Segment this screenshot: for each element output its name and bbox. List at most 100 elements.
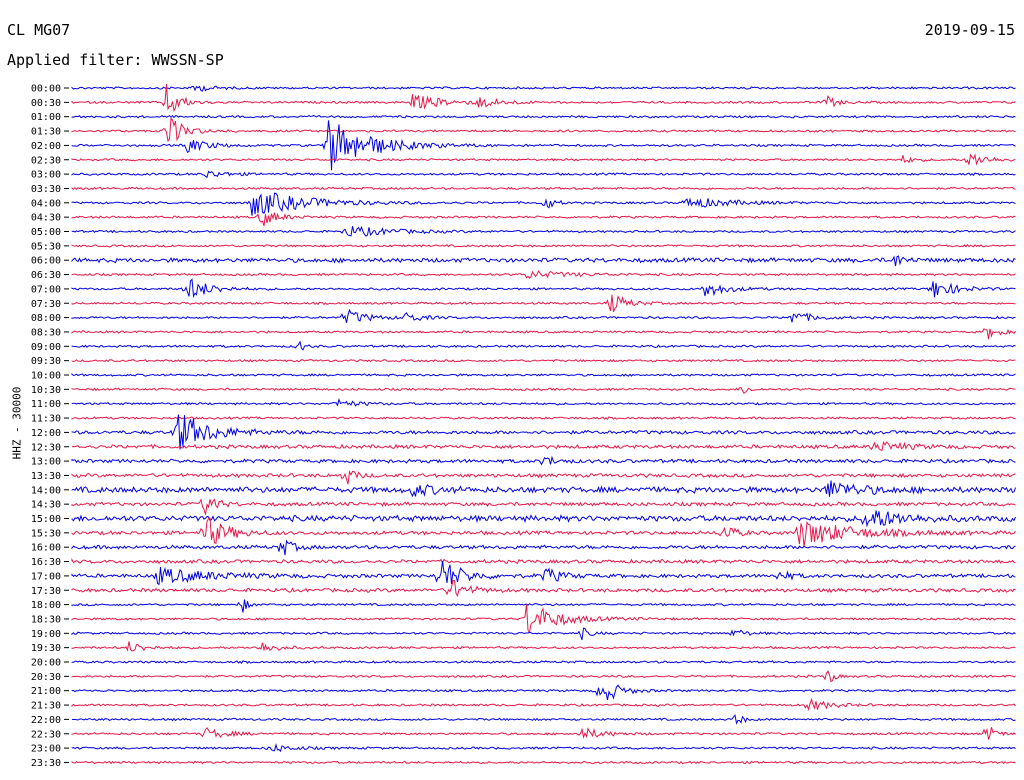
time-tick-label: 08:00 (31, 313, 61, 324)
time-tick-label: 13:00 (31, 457, 61, 468)
time-tick-label: 20:00 (31, 658, 61, 669)
time-tick-label: 09:00 (31, 342, 61, 353)
time-tick-group: 00:00 00:30 01:00 01:30 02:00 02:30 03:00 03:30… (31, 84, 69, 769)
time-tick-label: 16:30 (31, 557, 61, 568)
time-tick-label: 04:30 (31, 213, 61, 224)
time-tick-label: 00:00 (31, 84, 61, 95)
seismic-trace-0400 (71, 192, 1016, 216)
time-tick-label: 10:30 (31, 385, 61, 396)
time-tick-label: 19:00 (31, 629, 61, 640)
seismic-trace-1830 (71, 604, 1016, 634)
seismic-trace-0000 (71, 84, 1016, 92)
time-tick-label: 04:00 (31, 198, 61, 209)
seismic-trace-1730 (71, 579, 1016, 598)
seismic-trace-1400 (71, 480, 1016, 498)
time-tick-label: 14:00 (31, 485, 61, 496)
seismic-trace-0100 (71, 114, 1016, 119)
time-tick-label: 20:30 (31, 672, 61, 683)
time-tick-label: 17:00 (31, 571, 61, 582)
filter-label: Applied filter: WWSSN-SP (7, 51, 224, 69)
time-tick-label: 13:30 (31, 471, 61, 482)
seismic-trace-2300 (71, 743, 1016, 753)
seismic-trace-1200 (71, 414, 1016, 450)
seismic-trace-0700 (71, 278, 1016, 299)
time-tick-label: 12:30 (31, 442, 61, 453)
seismic-trace-0300 (71, 170, 1016, 179)
time-tick-label: 01:30 (31, 127, 61, 138)
seismic-trace-0530 (71, 243, 1016, 248)
time-tick-label: 15:30 (31, 528, 61, 539)
seismic-trace-0830 (71, 328, 1016, 340)
seismic-trace-1900 (71, 627, 1016, 641)
date-label: 2019-09-15 (924, 21, 1015, 39)
time-tick-label: 21:00 (31, 686, 61, 697)
seismic-trace-1130 (71, 416, 1016, 420)
time-tick-label: 23:00 (31, 744, 61, 755)
time-tick-label: 03:00 (31, 170, 61, 181)
time-tick-label: 05:00 (31, 227, 61, 238)
seismic-trace-0900 (71, 340, 1016, 351)
seismic-trace-2130 (71, 697, 1016, 711)
seismic-trace-0930 (71, 358, 1016, 363)
time-tick-label: 21:30 (31, 701, 61, 712)
time-tick-label: 17:30 (31, 586, 61, 597)
seismic-trace-0430 (71, 212, 1016, 227)
time-tick-label: 19:30 (31, 643, 61, 654)
seismic-trace-1330 (71, 470, 1016, 485)
seismic-trace-1500 (71, 510, 1016, 528)
seismic-trace-0200 (71, 120, 1016, 171)
seismic-trace-1630 (71, 557, 1016, 565)
time-tick-label: 00:30 (31, 98, 61, 109)
time-tick-label: 07:30 (31, 299, 61, 310)
time-tick-label: 18:00 (31, 600, 61, 611)
seismic-trace-0600 (71, 255, 1016, 267)
seismic-trace-1700 (71, 561, 1016, 586)
seismic-trace-0800 (71, 308, 1016, 323)
seismic-trace-2030 (71, 670, 1016, 683)
time-tick-label: 05:30 (31, 241, 61, 252)
seismic-trace-1030 (71, 387, 1016, 395)
seismic-trace-2000 (71, 660, 1016, 665)
time-tick-label: 01:00 (31, 112, 61, 123)
time-tick-label: 11:00 (31, 399, 61, 410)
time-tick-label: 15:00 (31, 514, 61, 525)
seismic-trace-0030 (71, 84, 1016, 113)
seismic-trace-0130 (71, 117, 1016, 143)
time-tick-label: 22:00 (31, 715, 61, 726)
time-tick-label: 10:00 (31, 371, 61, 382)
seismic-trace-1000 (71, 372, 1016, 377)
seismic-trace-0630 (71, 270, 1016, 280)
seismic-trace-1230 (71, 440, 1016, 452)
time-tick-label: 14:30 (31, 500, 61, 511)
seismic-trace-1530 (71, 517, 1016, 547)
time-tick-label: 09:30 (31, 356, 61, 367)
time-tick-label: 03:30 (31, 184, 61, 195)
time-tick-label: 12:00 (31, 428, 61, 439)
trace-group (71, 84, 1016, 765)
seismic-trace-1100 (71, 397, 1016, 407)
seismic-trace-0230 (71, 153, 1016, 166)
time-tick-label: 06:30 (31, 270, 61, 281)
time-tick-label: 16:00 (31, 543, 61, 554)
time-tick-label: 06:00 (31, 256, 61, 267)
seismic-trace-1430 (71, 498, 1016, 515)
time-tick-label: 02:00 (31, 141, 61, 152)
time-tick-label: 22:30 (31, 729, 61, 740)
time-tick-label: 08:30 (31, 327, 61, 338)
seismic-trace-0730 (71, 294, 1016, 312)
seismic-trace-2330 (71, 760, 1016, 765)
seismic-trace-0330 (71, 186, 1016, 191)
time-tick-label: 07:00 (31, 284, 61, 295)
time-tick-label: 23:30 (31, 758, 61, 769)
seismic-trace-2200 (71, 714, 1016, 725)
station-label: CL MG07 (7, 21, 71, 39)
seismic-trace-1930 (71, 641, 1016, 652)
time-tick-label: 11:30 (31, 414, 61, 425)
seismic-trace-2100 (71, 684, 1016, 700)
seismic-trace-1600 (71, 539, 1016, 556)
time-tick-label: 02:30 (31, 155, 61, 166)
time-tick-label: 18:30 (31, 614, 61, 625)
seismic-trace-0500 (71, 225, 1016, 237)
seismic-trace-1300 (71, 455, 1016, 466)
